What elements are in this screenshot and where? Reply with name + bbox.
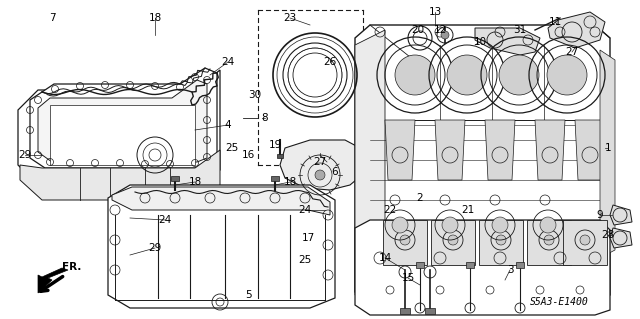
Circle shape — [499, 55, 539, 95]
Text: 13: 13 — [428, 7, 442, 17]
Text: 18: 18 — [148, 13, 162, 23]
Text: 24: 24 — [221, 57, 235, 67]
Text: 23: 23 — [284, 13, 296, 23]
Circle shape — [580, 235, 590, 245]
Polygon shape — [280, 140, 362, 190]
Text: 14: 14 — [378, 253, 392, 263]
Polygon shape — [485, 120, 515, 180]
Circle shape — [492, 217, 508, 233]
Text: 24: 24 — [158, 215, 172, 225]
Text: 29: 29 — [148, 243, 162, 253]
Polygon shape — [38, 80, 207, 162]
Polygon shape — [600, 50, 615, 258]
Polygon shape — [20, 150, 220, 200]
Polygon shape — [50, 105, 195, 165]
Polygon shape — [435, 120, 465, 180]
Text: 28: 28 — [602, 230, 614, 240]
Polygon shape — [358, 250, 600, 270]
Text: 4: 4 — [225, 120, 231, 130]
Polygon shape — [355, 220, 610, 315]
Polygon shape — [535, 120, 565, 180]
Text: FR.: FR. — [62, 262, 81, 272]
Text: 18: 18 — [284, 177, 296, 187]
Polygon shape — [355, 30, 385, 295]
Polygon shape — [475, 28, 540, 55]
Polygon shape — [479, 220, 523, 265]
Polygon shape — [431, 220, 475, 265]
Text: 6: 6 — [332, 167, 339, 177]
Polygon shape — [610, 205, 632, 225]
Circle shape — [496, 235, 506, 245]
Bar — [171, 176, 179, 181]
Text: 15: 15 — [401, 273, 415, 283]
Circle shape — [441, 31, 449, 39]
Circle shape — [540, 217, 556, 233]
Circle shape — [547, 55, 587, 95]
Text: 21: 21 — [461, 205, 475, 215]
Bar — [271, 176, 279, 181]
Circle shape — [544, 235, 554, 245]
Text: 11: 11 — [548, 17, 562, 27]
Text: 9: 9 — [596, 210, 604, 220]
Text: 16: 16 — [241, 150, 255, 160]
Circle shape — [448, 235, 458, 245]
Text: 29: 29 — [19, 150, 31, 160]
Text: 22: 22 — [383, 205, 397, 215]
Text: 7: 7 — [49, 13, 55, 23]
Text: 18: 18 — [188, 177, 202, 187]
Polygon shape — [383, 220, 427, 265]
Polygon shape — [563, 220, 607, 265]
Polygon shape — [575, 120, 605, 180]
Bar — [400, 308, 410, 314]
Text: 1: 1 — [605, 143, 611, 153]
Text: 3: 3 — [507, 265, 513, 275]
Text: 24: 24 — [298, 205, 312, 215]
Polygon shape — [610, 228, 632, 248]
Text: 12: 12 — [433, 25, 447, 35]
Text: 27: 27 — [314, 157, 326, 167]
Text: 20: 20 — [412, 25, 424, 35]
Polygon shape — [38, 268, 68, 293]
Circle shape — [392, 217, 408, 233]
Text: 30: 30 — [248, 90, 262, 100]
Text: 31: 31 — [513, 25, 527, 35]
Bar — [416, 262, 424, 268]
Text: 8: 8 — [262, 113, 268, 123]
Polygon shape — [18, 70, 220, 185]
Text: 10: 10 — [474, 37, 486, 47]
Text: 27: 27 — [565, 47, 579, 57]
Circle shape — [442, 217, 458, 233]
Bar — [466, 262, 474, 268]
Circle shape — [400, 235, 410, 245]
Text: 17: 17 — [301, 233, 315, 243]
Text: 2: 2 — [417, 193, 423, 203]
Bar — [516, 262, 524, 268]
Text: 25: 25 — [225, 143, 239, 153]
Text: S5A3-E1400: S5A3-E1400 — [530, 297, 589, 307]
Polygon shape — [527, 220, 571, 265]
Polygon shape — [30, 68, 217, 168]
Text: 26: 26 — [323, 57, 337, 67]
Polygon shape — [548, 12, 605, 48]
Circle shape — [395, 55, 435, 95]
Bar — [277, 154, 283, 158]
Polygon shape — [108, 185, 335, 308]
Circle shape — [447, 55, 487, 95]
Circle shape — [315, 170, 325, 180]
Text: 19: 19 — [268, 140, 282, 150]
Text: 25: 25 — [298, 255, 312, 265]
Polygon shape — [355, 25, 610, 305]
Polygon shape — [385, 120, 415, 180]
Bar — [425, 308, 435, 314]
Text: 5: 5 — [244, 290, 252, 300]
Polygon shape — [112, 187, 330, 215]
